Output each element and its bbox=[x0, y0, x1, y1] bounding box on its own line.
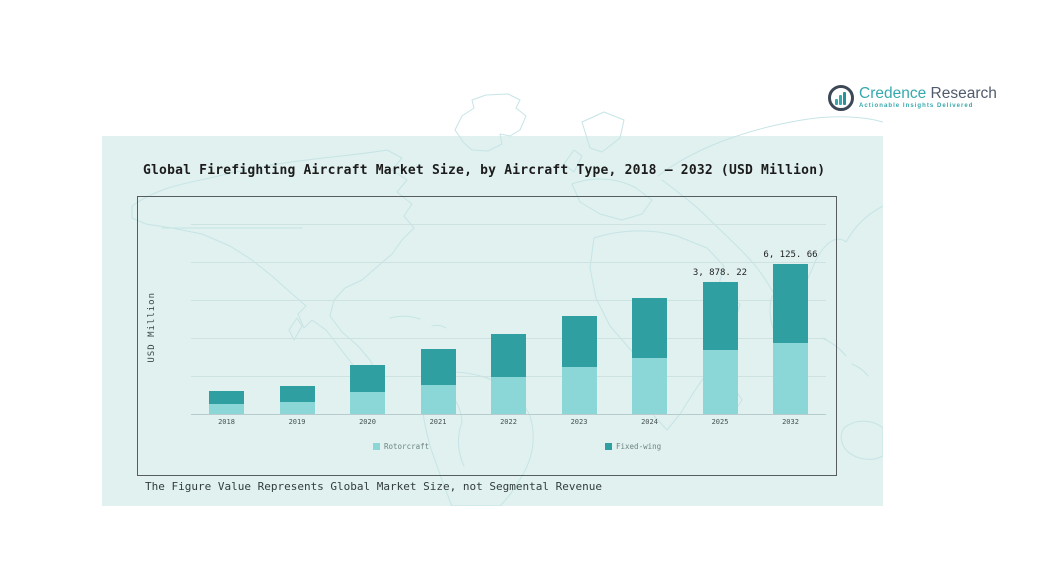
gridline bbox=[191, 224, 826, 225]
bar-segment-fixed-wing bbox=[632, 298, 667, 358]
bar-segment-fixed-wing bbox=[773, 264, 808, 343]
bar-segment-rotorcraft bbox=[702, 350, 738, 414]
plot-area: USD Million Rotorcraft Fixed-wing 2018 20… bbox=[138, 197, 836, 475]
bar-chart-logo-icon bbox=[828, 85, 854, 111]
chart-title: Global Firefighting Aircraft Market Size… bbox=[143, 163, 826, 178]
logo-bars-glyph bbox=[835, 92, 846, 105]
bar-2024 bbox=[632, 298, 667, 414]
bar-2032 bbox=[773, 264, 808, 414]
x-tick-label-2019: 2019 bbox=[288, 418, 306, 426]
bar-2019 bbox=[279, 386, 315, 414]
legend-swatch-fixed-wing bbox=[605, 443, 612, 450]
logo-name: Credence Research bbox=[859, 85, 997, 102]
legend-label-fixed-wing: Fixed-wing bbox=[616, 442, 662, 451]
bar-segment-fixed-wing bbox=[491, 334, 526, 377]
x-tick-label-2024: 2024 bbox=[641, 418, 658, 426]
bar-segment-rotorcraft bbox=[632, 358, 667, 414]
logo-name-secondary: Research bbox=[926, 85, 997, 102]
x-tick-label-2018: 2018 bbox=[218, 418, 235, 426]
bar-segment-fixed-wing bbox=[702, 282, 738, 350]
bar-segment-rotorcraft bbox=[209, 404, 244, 414]
bar-segment-rotorcraft bbox=[773, 343, 808, 414]
x-tick-label-2023: 2023 bbox=[570, 418, 588, 426]
x-tick-label-2020: 2020 bbox=[359, 418, 376, 426]
bar-2023 bbox=[561, 316, 597, 414]
bar-segment-rotorcraft bbox=[279, 402, 315, 414]
x-tick-label-2032: 2032 bbox=[782, 418, 799, 426]
y-axis-label: USD Million bbox=[147, 292, 157, 363]
gridline bbox=[191, 300, 826, 301]
bar-segment-fixed-wing bbox=[350, 365, 385, 392]
legend-item-rotorcraft: Rotorcraft bbox=[373, 442, 429, 451]
gridline bbox=[191, 262, 826, 263]
x-tick-label-2025: 2025 bbox=[711, 418, 729, 426]
x-tick-label-2021: 2021 bbox=[429, 418, 447, 426]
legend-swatch-rotorcraft bbox=[373, 443, 380, 450]
bar-segment-fixed-wing bbox=[561, 316, 597, 367]
bar-segment-rotorcraft bbox=[561, 367, 597, 414]
bar-segment-fixed-wing bbox=[279, 386, 315, 402]
legend-item-fixed-wing: Fixed-wing bbox=[605, 442, 661, 451]
data-label-2025: 3, 878. 22 bbox=[692, 268, 748, 278]
bar-2021 bbox=[420, 349, 456, 414]
x-axis-line bbox=[191, 414, 826, 415]
data-label-2032: 6, 125. 66 bbox=[763, 250, 818, 260]
brand-logo: Credence Research Actionable Insights De… bbox=[828, 85, 997, 111]
bar-segment-rotorcraft bbox=[350, 392, 385, 414]
bar-segment-rotorcraft bbox=[420, 385, 456, 414]
bar-2018 bbox=[209, 391, 244, 414]
x-tick-label-2022: 2022 bbox=[500, 418, 517, 426]
logo-name-primary: Credence bbox=[859, 85, 927, 102]
bar-segment-fixed-wing bbox=[420, 349, 456, 385]
bar-segment-rotorcraft bbox=[491, 377, 526, 414]
plot-frame: USD Million Rotorcraft Fixed-wing 2018 20… bbox=[137, 196, 837, 476]
bar-2025 bbox=[702, 282, 738, 414]
bar-2022 bbox=[491, 334, 526, 414]
legend-label-rotorcraft: Rotorcraft bbox=[384, 442, 430, 451]
bar-segment-fixed-wing bbox=[209, 391, 244, 404]
legend: Rotorcraft Fixed-wing bbox=[138, 442, 836, 456]
bar-2020 bbox=[350, 365, 385, 414]
logo-text: Credence Research Actionable Insights De… bbox=[859, 85, 997, 109]
chart-footnote: The Figure Value Represents Global Marke… bbox=[145, 480, 602, 493]
logo-tagline: Actionable Insights Delivered bbox=[859, 103, 974, 109]
